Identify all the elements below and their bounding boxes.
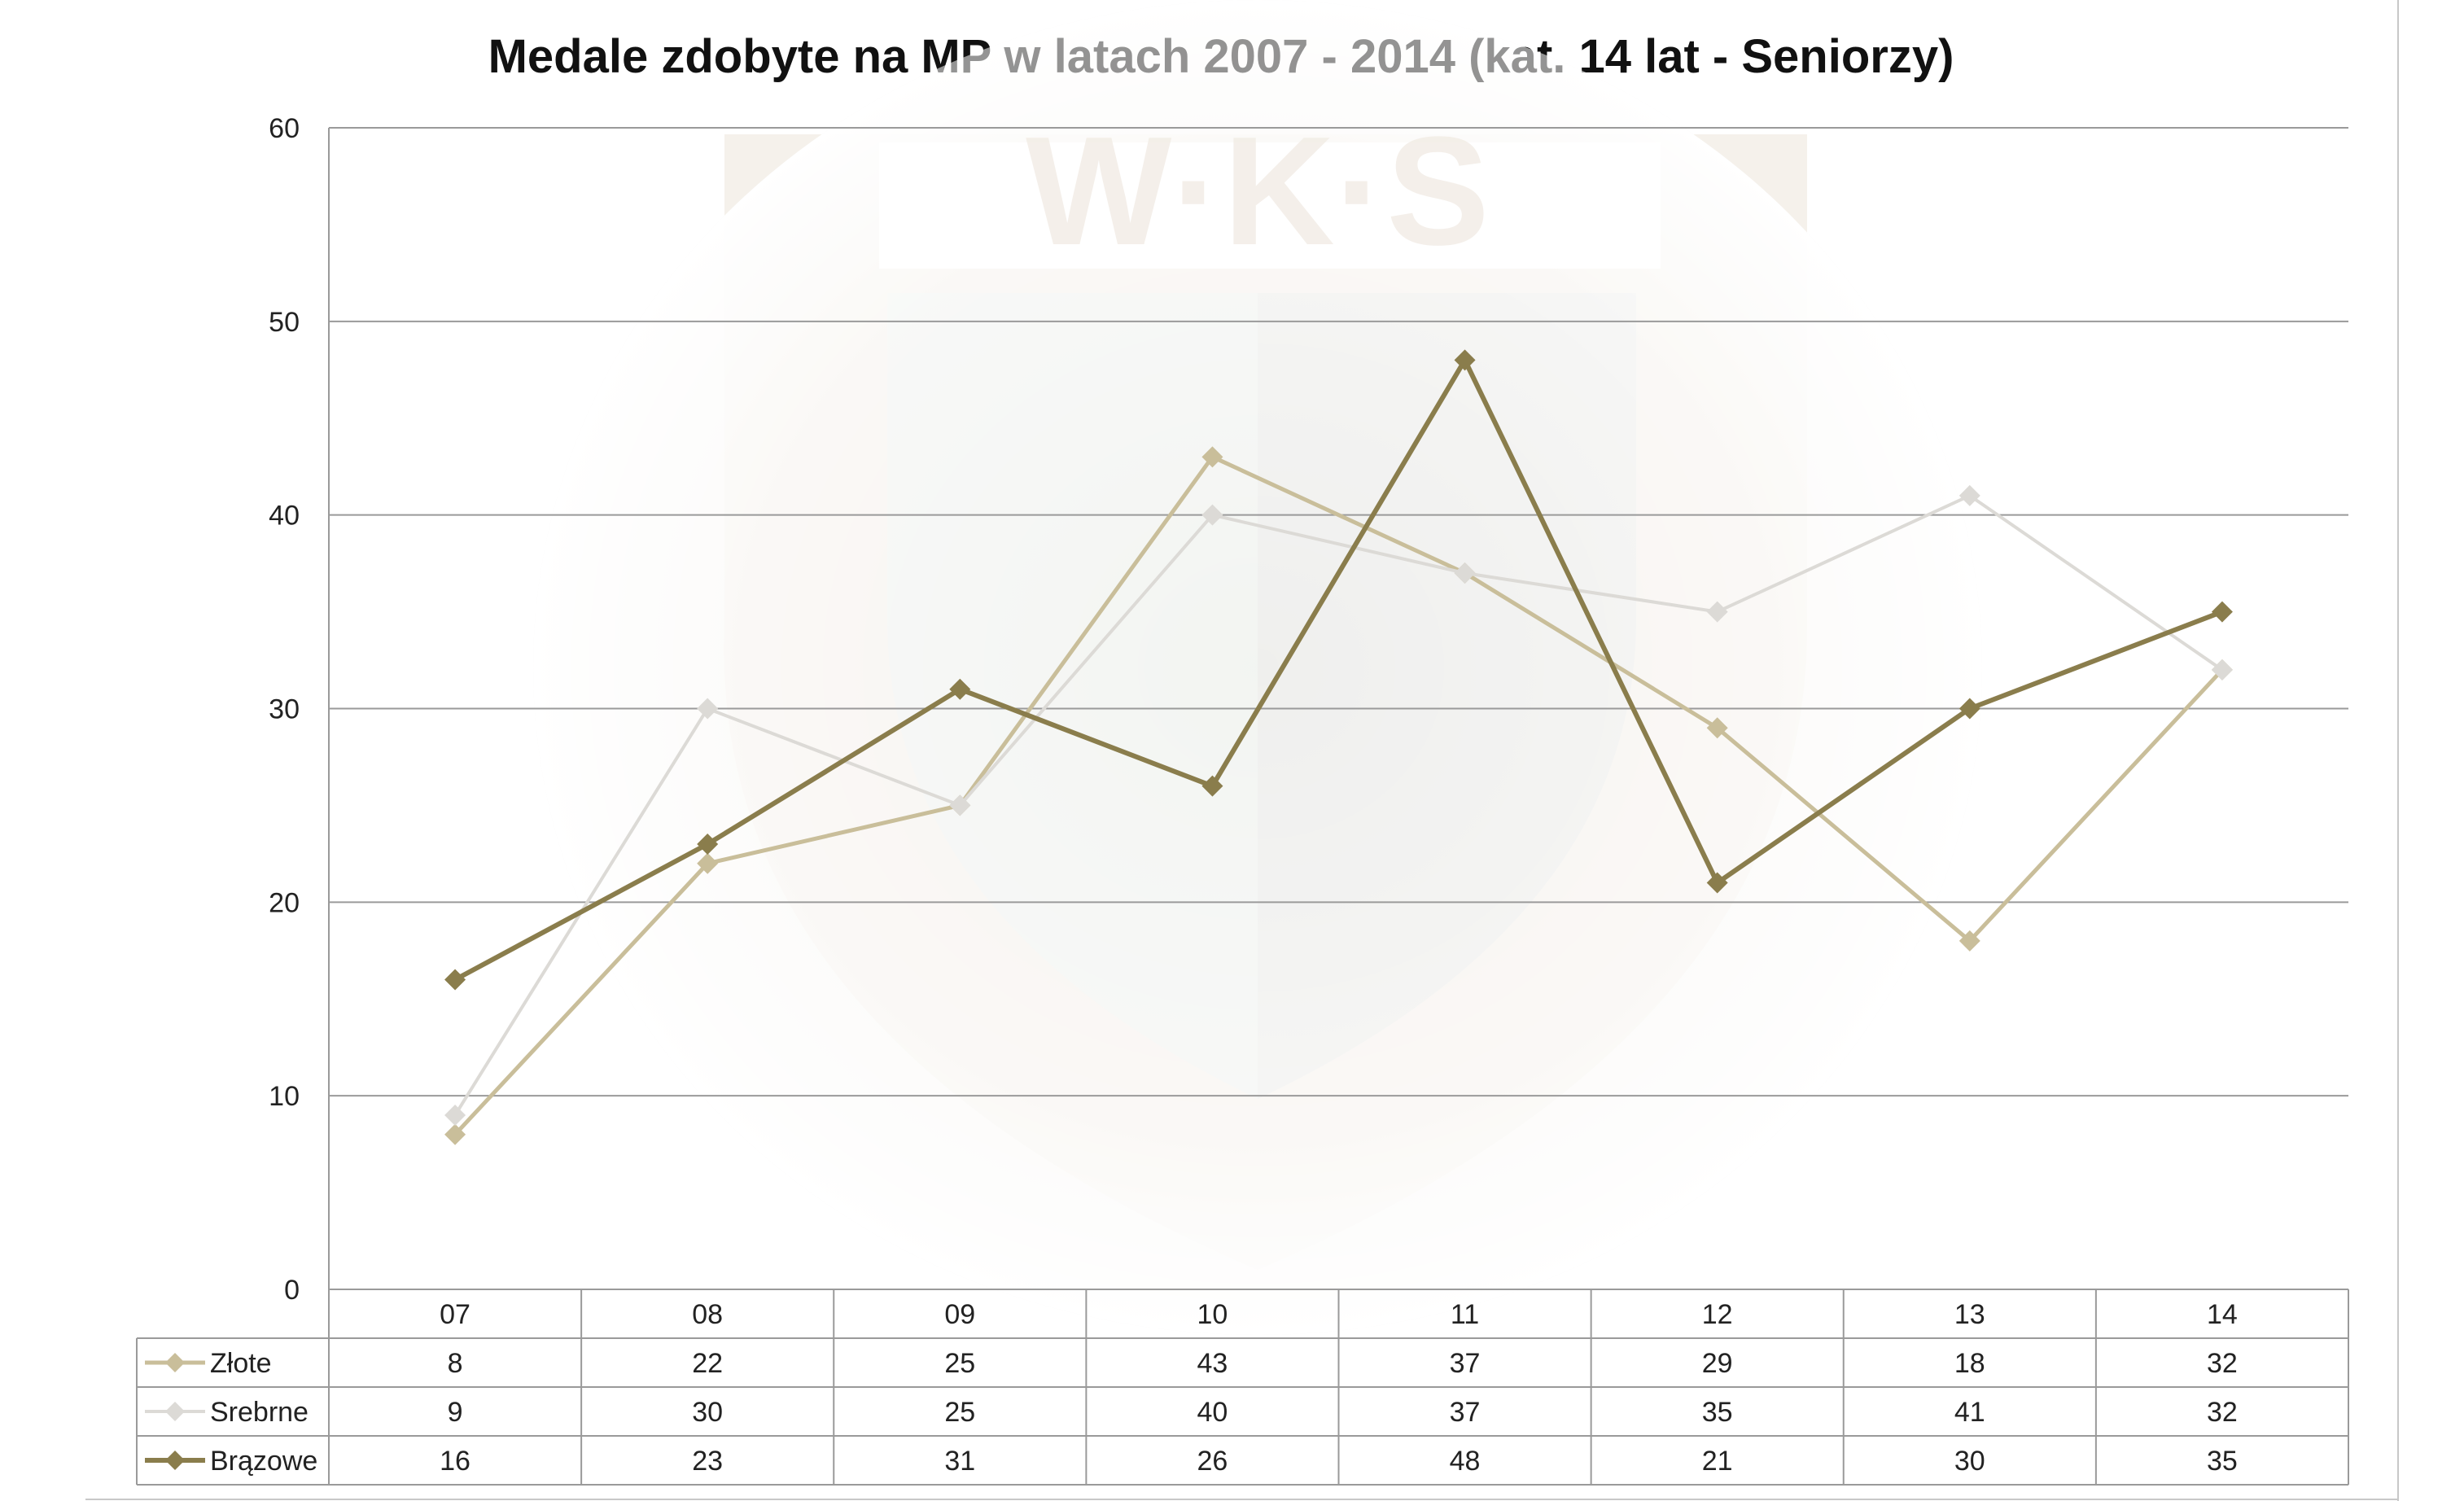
data-point-marker bbox=[2211, 659, 2233, 680]
data-table-value: 31 bbox=[944, 1446, 975, 1477]
x-category-label: 13 bbox=[1954, 1299, 1985, 1330]
data-point-marker bbox=[1959, 930, 1980, 952]
y-tick-label: 10 bbox=[269, 1081, 300, 1112]
data-table-value: 40 bbox=[1197, 1397, 1228, 1428]
x-category-label: 10 bbox=[1197, 1299, 1228, 1330]
data-point-marker bbox=[949, 678, 971, 700]
y-tick-label: 20 bbox=[269, 887, 300, 918]
data-point-marker bbox=[1706, 872, 1728, 894]
legend-label: Złote bbox=[210, 1348, 272, 1379]
y-tick-label: 60 bbox=[269, 113, 300, 144]
data-point-marker bbox=[1959, 484, 1980, 506]
data-table-value: 16 bbox=[440, 1446, 470, 1477]
data-point-marker bbox=[1201, 775, 1223, 797]
data-table-value: 21 bbox=[1702, 1446, 1733, 1477]
data-table-value: 35 bbox=[2207, 1446, 2238, 1477]
data-table-value: 18 bbox=[1954, 1348, 1985, 1379]
data-point-marker bbox=[1454, 349, 1476, 371]
y-tick-label: 0 bbox=[284, 1275, 300, 1306]
club-crest-watermark: W·K·S bbox=[533, 0, 1982, 1335]
x-category-label: 11 bbox=[1451, 1299, 1479, 1330]
data-table-value: 25 bbox=[944, 1348, 975, 1379]
legend-key-marker bbox=[165, 1402, 185, 1421]
data-table-value: 30 bbox=[692, 1397, 723, 1428]
x-category-label: 09 bbox=[944, 1299, 975, 1330]
series-line-1 bbox=[453, 454, 2224, 1136]
y-tick-label: 40 bbox=[269, 501, 300, 532]
data-point-marker bbox=[1454, 562, 1476, 584]
data-table-value: 30 bbox=[1954, 1446, 1985, 1477]
legend-label: Srebrne bbox=[210, 1397, 309, 1428]
data-table-value: 37 bbox=[1450, 1348, 1481, 1379]
x-category-label: 08 bbox=[692, 1299, 723, 1330]
x-category-label: 12 bbox=[1702, 1299, 1733, 1330]
data-table-value: 9 bbox=[448, 1397, 463, 1428]
data-point-marker bbox=[697, 852, 719, 874]
data-point-marker bbox=[1706, 601, 1728, 623]
data-point-marker bbox=[697, 698, 719, 720]
x-category-label: 14 bbox=[2207, 1299, 2238, 1330]
y-tick-label: 50 bbox=[269, 307, 300, 338]
data-table-value: 23 bbox=[692, 1446, 723, 1477]
data-point-marker bbox=[1959, 698, 1980, 720]
data-point-marker bbox=[444, 1104, 466, 1126]
data-table-value: 37 bbox=[1450, 1397, 1481, 1428]
watermark-text: W·K·S bbox=[1026, 105, 1490, 278]
data-point-marker bbox=[444, 969, 466, 991]
data-table-value: 29 bbox=[1702, 1348, 1733, 1379]
data-point-marker bbox=[1201, 446, 1223, 468]
data-table-value: 26 bbox=[1197, 1446, 1228, 1477]
legend-label: Brązowe bbox=[210, 1446, 317, 1477]
series-line-2 bbox=[453, 493, 2224, 1117]
x-category-label: 07 bbox=[440, 1299, 470, 1330]
data-table-value: 22 bbox=[692, 1348, 723, 1379]
data-point-marker bbox=[949, 794, 971, 816]
legend-key-marker bbox=[165, 1451, 185, 1470]
data-table-value: 48 bbox=[1450, 1446, 1481, 1477]
data-table-value: 25 bbox=[944, 1397, 975, 1428]
data-table-value: 35 bbox=[1702, 1397, 1733, 1428]
y-tick-label: 30 bbox=[269, 694, 300, 725]
series-line-3 bbox=[453, 355, 2224, 982]
data-point-marker bbox=[1706, 717, 1728, 739]
data-table-value: 8 bbox=[448, 1348, 463, 1379]
data-table-value: 41 bbox=[1954, 1397, 1985, 1428]
legend-key-marker bbox=[165, 1353, 185, 1372]
data-point-marker bbox=[444, 1123, 466, 1145]
data-table-value: 43 bbox=[1197, 1348, 1228, 1379]
data-table-value: 32 bbox=[2207, 1397, 2238, 1428]
data-point-marker bbox=[2211, 601, 2233, 623]
data-point-marker bbox=[697, 833, 719, 855]
data-table-value: 32 bbox=[2207, 1348, 2238, 1379]
data-point-marker bbox=[1201, 504, 1223, 526]
